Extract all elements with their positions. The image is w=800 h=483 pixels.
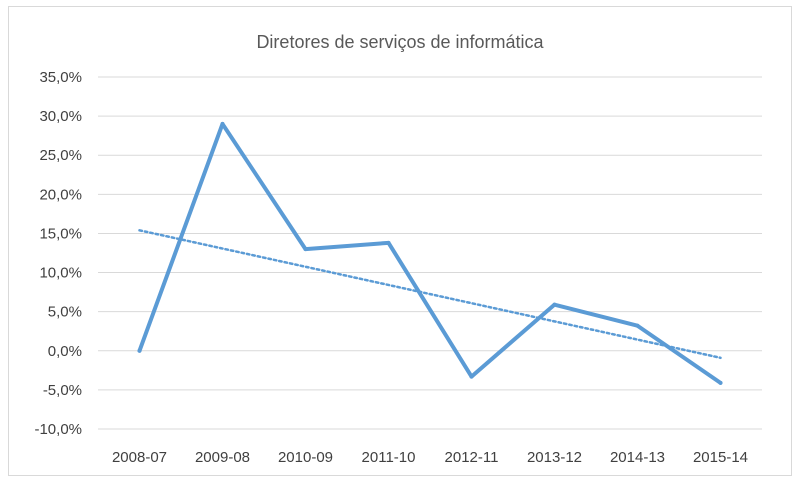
y-tick-label: 35,0% [39, 69, 82, 86]
data-point [552, 302, 557, 307]
trendline-layer [138, 229, 722, 360]
x-axis-ticks: 2008-07 2009-08 2010-09 2011-10 2012-11 2013-… [112, 449, 748, 466]
grid-lines [98, 76, 762, 430]
x-tick-label: 2010-09 [278, 449, 333, 466]
y-tick-label: 0,0% [48, 343, 82, 360]
y-tick-label: -10,0% [34, 421, 82, 438]
data-point [635, 323, 640, 328]
data-point [386, 240, 391, 245]
y-axis-ticks: 35,0% 30,0% 25,0% 20,0% 15,0% 10,0% 5,0% 0,0% -5… [34, 69, 82, 438]
x-tick-label: 2011-10 [362, 449, 416, 466]
data-point [137, 348, 142, 353]
trendline [138, 229, 722, 360]
data-point [220, 121, 225, 126]
y-tick-label: 30,0% [39, 108, 82, 125]
chart-title: Diretores de serviços de informática [256, 32, 544, 52]
x-tick-label: 2009-08 [195, 449, 250, 466]
data-point [718, 380, 723, 385]
x-tick-label: 2013-12 [527, 449, 582, 466]
x-tick-label: 2008-07 [112, 449, 167, 466]
y-tick-label: 15,0% [39, 225, 82, 242]
data-point [303, 247, 308, 252]
data-point [469, 374, 474, 379]
y-tick-label: -5,0% [43, 382, 82, 399]
series-line [137, 121, 723, 385]
x-tick-label: 2014-13 [610, 449, 665, 466]
series-layer [137, 121, 723, 385]
chart-frame [8, 6, 792, 476]
y-tick-label: 20,0% [39, 186, 82, 203]
y-tick-label: 25,0% [39, 147, 82, 164]
x-tick-label: 2015-14 [693, 449, 748, 466]
x-tick-label: 2012-11 [445, 449, 499, 466]
y-tick-label: 10,0% [39, 265, 82, 282]
y-tick-label: 5,0% [48, 304, 82, 321]
